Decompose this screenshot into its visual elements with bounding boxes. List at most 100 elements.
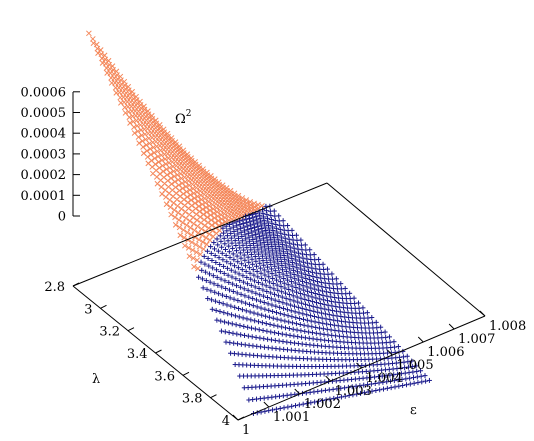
blue-plus-point xyxy=(243,263,249,269)
blue-plus-point xyxy=(306,335,312,341)
blue-plus-point xyxy=(273,221,279,227)
blue-plus-point xyxy=(280,245,286,251)
blue-plus-point xyxy=(243,240,249,246)
blue-plus-point xyxy=(206,263,212,269)
blue-plus-point xyxy=(259,312,265,318)
orange-cross-point xyxy=(172,222,179,228)
z-tick-label: 0.0006 xyxy=(21,85,67,100)
blue-plus-point xyxy=(257,298,263,304)
blue-plus-point xyxy=(274,282,280,288)
orange-cross-point xyxy=(176,224,183,231)
base-edge-back xyxy=(72,182,328,287)
blue-plus-point xyxy=(286,326,292,332)
blue-plus-point xyxy=(296,250,302,256)
blue-plus-point xyxy=(311,282,317,288)
blue-plus-point xyxy=(320,292,326,298)
blue-plus-point xyxy=(350,392,356,398)
blue-plus-point xyxy=(382,329,388,335)
blue-plus-point xyxy=(327,396,333,402)
blue-plus-point xyxy=(294,269,300,275)
blue-plus-point xyxy=(243,268,249,274)
blue-plus-point xyxy=(226,243,232,249)
blue-plus-point xyxy=(287,332,293,338)
blue-plus-point xyxy=(315,314,321,320)
blue-plus-point xyxy=(273,272,279,278)
orange-cross-point xyxy=(204,214,211,221)
blue-plus-point xyxy=(233,243,239,249)
blue-plus-point xyxy=(240,217,246,223)
blue-plus-point xyxy=(315,398,321,404)
blue-plus-point xyxy=(285,313,291,319)
blue-plus-point xyxy=(224,265,230,271)
blue-plus-point xyxy=(242,293,248,299)
blue-plus-point xyxy=(250,241,256,247)
blue-plus-point xyxy=(288,248,294,254)
blue-plus-point xyxy=(265,301,271,307)
orange-cross-point xyxy=(192,241,199,248)
blue-plus-point xyxy=(246,294,252,300)
blue-plus-point xyxy=(291,333,297,339)
blue-plus-point xyxy=(285,404,291,410)
blue-plus-point xyxy=(292,253,298,259)
blue-plus-point xyxy=(300,311,306,317)
blue-plus-point xyxy=(308,289,314,295)
orange-cross-point xyxy=(189,247,196,253)
blue-plus-point xyxy=(426,377,432,383)
orange-cross-point xyxy=(259,202,265,209)
blue-plus-point xyxy=(308,261,314,267)
blue-plus-point xyxy=(290,326,296,332)
blue-plus-point xyxy=(319,388,325,394)
blue-plus-point xyxy=(302,271,308,277)
blue-plus-point xyxy=(282,285,288,291)
blue-plus-point xyxy=(306,298,312,304)
blue-plus-point xyxy=(294,294,300,300)
blue-plus-point xyxy=(247,242,253,248)
blue-plus-point xyxy=(256,285,262,291)
blue-plus-point xyxy=(267,253,273,259)
blue-plus-point xyxy=(391,339,397,345)
blue-plus-point xyxy=(311,314,317,320)
blue-plus-point xyxy=(259,281,265,287)
x-tick-label: 1.004 xyxy=(366,371,403,386)
blue-plus-point xyxy=(411,380,417,386)
orange-cross-point xyxy=(117,73,124,80)
orange-cross-point xyxy=(163,201,170,208)
y-tick-label: 3.6 xyxy=(154,369,175,384)
orange-cross-point xyxy=(101,52,108,59)
blue-plus-point xyxy=(289,283,295,289)
y-axis-tick-labels: 2.8 3 3.2 3.4 3.6 3.8 4 xyxy=(44,280,230,429)
blue-plus-point xyxy=(293,261,299,267)
blue-plus-point xyxy=(238,332,244,338)
blue-plus-point xyxy=(251,221,257,227)
blue-plus-point xyxy=(289,256,295,262)
blue-plus-point xyxy=(296,281,302,287)
blue-plus-point xyxy=(327,317,333,323)
blue-plus-point xyxy=(291,298,297,304)
blue-plus-point xyxy=(230,245,236,251)
blue-plus-point xyxy=(268,240,274,246)
blue-plus-point xyxy=(230,251,236,257)
orange-cross-point xyxy=(235,192,242,199)
blue-plus-point xyxy=(286,286,292,292)
blue-plus-point xyxy=(279,289,285,295)
blue-plus-point xyxy=(295,273,301,279)
blue-plus-point xyxy=(286,236,292,242)
x-axis-tick-labels: 1 1.0011.0021.0031.0041.0051.0061.0071.00… xyxy=(242,319,526,438)
blue-plus-point xyxy=(324,293,330,299)
blue-plus-point xyxy=(227,295,233,301)
blue-plus-point xyxy=(288,252,294,258)
blue-plus-point xyxy=(207,279,213,285)
blue-plus-point xyxy=(241,252,247,258)
blue-plus-point xyxy=(265,264,271,270)
blue-plus-point xyxy=(309,324,315,330)
blue-plus-point xyxy=(369,315,375,321)
blue-plus-point xyxy=(312,319,318,325)
orange-cross-point xyxy=(205,219,211,226)
blue-plus-point xyxy=(388,378,394,384)
blue-plus-point xyxy=(308,318,314,324)
orange-cross-point xyxy=(243,197,250,203)
orange-cross-point xyxy=(184,229,191,236)
blue-plus-point xyxy=(272,291,278,297)
blue-plus-point xyxy=(319,284,325,290)
blue-plus-point xyxy=(318,305,324,311)
